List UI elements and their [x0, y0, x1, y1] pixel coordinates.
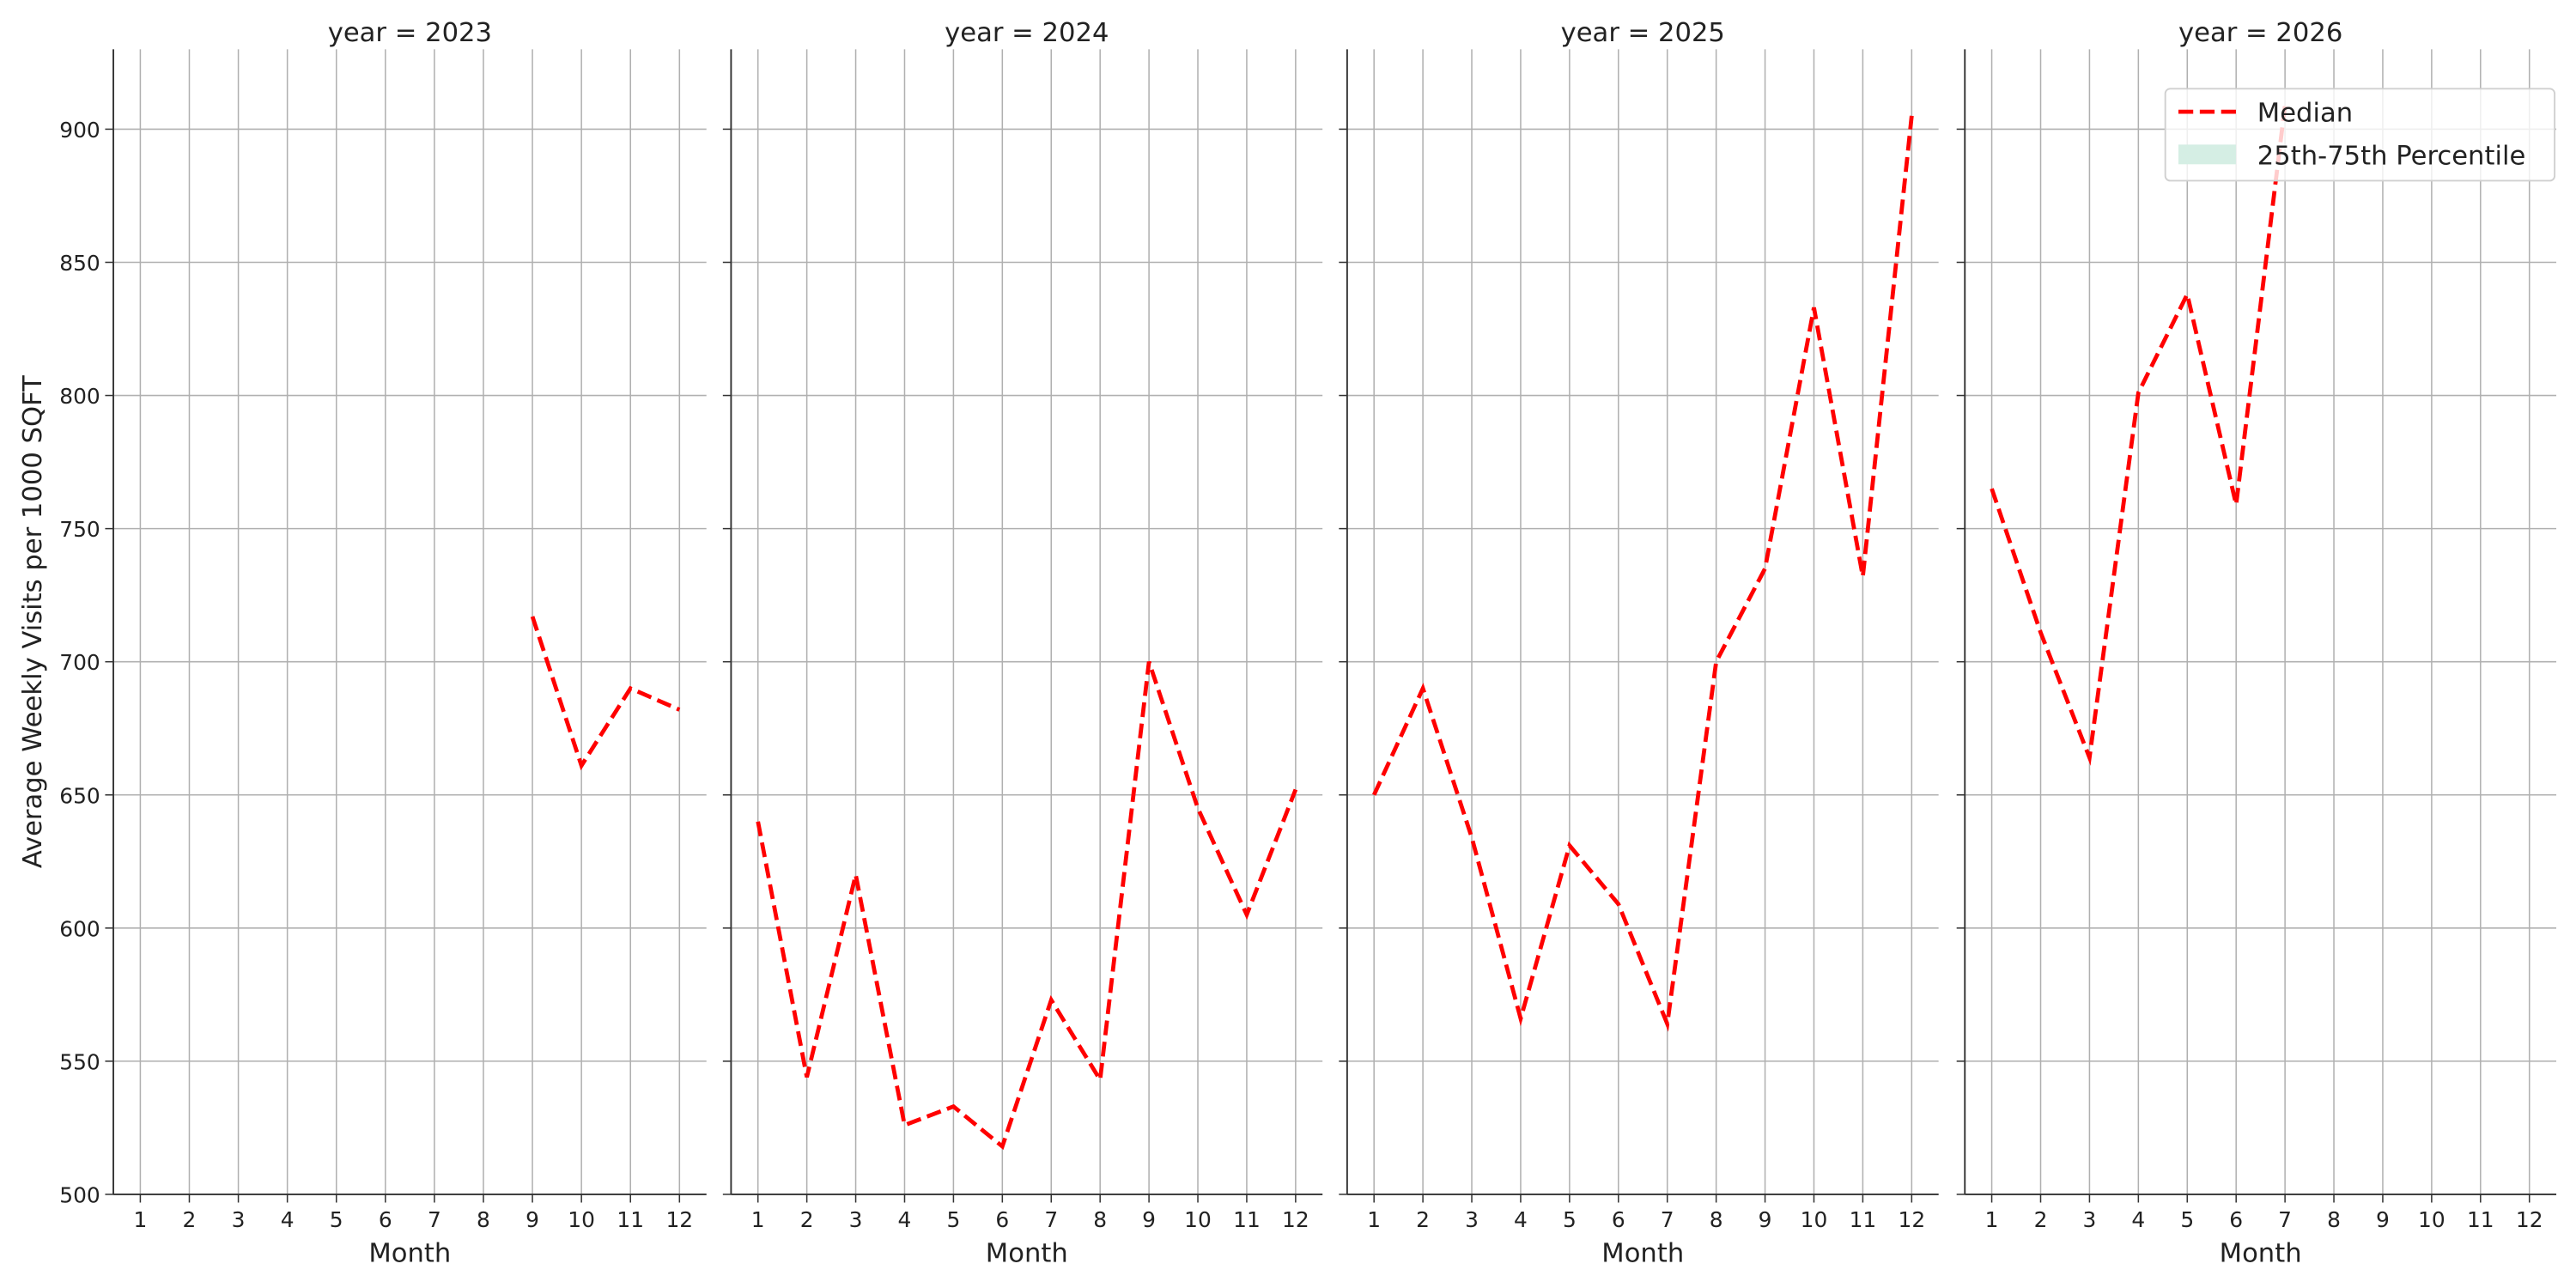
x-tick-label: 9: [2376, 1207, 2390, 1232]
x-axis-label: Month: [986, 1238, 1068, 1268]
x-axis-label: Month: [2220, 1238, 2302, 1268]
x-tick-label: 5: [1563, 1207, 1577, 1232]
x-tick-label: 5: [2180, 1207, 2194, 1232]
x-tick-label: 11: [2467, 1207, 2494, 1232]
x-tick-label: 5: [330, 1207, 343, 1232]
panel-title: year = 2023: [328, 18, 492, 48]
median-line: [530, 616, 681, 771]
x-tick-label: 12: [2516, 1207, 2543, 1232]
panel-title: year = 2024: [945, 18, 1109, 48]
x-tick-label: 7: [428, 1207, 441, 1232]
x-tick-label: 1: [751, 1207, 765, 1232]
x-tick-label: 2: [2034, 1207, 2048, 1232]
x-tick-label: 10: [1801, 1207, 1828, 1232]
x-tick-label: 4: [1514, 1207, 1528, 1232]
x-tick-label: 3: [849, 1207, 863, 1232]
y-tick-label: 600: [59, 916, 100, 941]
x-tick-label: 11: [617, 1207, 644, 1232]
x-axis-label: Month: [1601, 1238, 1684, 1268]
x-tick-label: 4: [281, 1207, 295, 1232]
y-axis-label: Average Weekly Visits per 1000 SQFT: [18, 375, 48, 868]
legend-box: [2164, 88, 2556, 182]
x-tick-label: 6: [995, 1207, 1009, 1232]
x-axis-label: Month: [368, 1238, 451, 1268]
legend-swatch: [2178, 144, 2236, 165]
panel-title: year = 2025: [1561, 18, 1725, 48]
x-tick-label: 4: [898, 1207, 912, 1232]
x-tick-label: 7: [1661, 1207, 1674, 1232]
y-tick-label: 850: [59, 251, 100, 276]
x-tick-label: 6: [379, 1207, 392, 1232]
y-tick-label: 800: [59, 384, 100, 409]
median-line: [1372, 115, 1914, 1032]
x-tick-label: 12: [1899, 1207, 1926, 1232]
x-tick-label: 4: [2131, 1207, 2145, 1232]
x-tick-label: 12: [1282, 1207, 1309, 1232]
x-tick-label: 1: [1985, 1207, 1999, 1232]
x-tick-label: 3: [232, 1207, 246, 1232]
x-tick-label: 6: [2229, 1207, 2243, 1232]
x-tick-label: 11: [1850, 1207, 1877, 1232]
median-line: [756, 660, 1298, 1151]
median-line: [1990, 105, 2287, 766]
y-tick-label: 650: [59, 783, 100, 808]
x-tick-label: 5: [946, 1207, 960, 1232]
x-tick-label: 2: [800, 1207, 814, 1232]
x-tick-label: 2: [183, 1207, 197, 1232]
legend: Median 25th-75th Percentile: [2164, 88, 2556, 182]
y-tick-label: 750: [59, 517, 100, 542]
x-tick-label: 9: [1759, 1207, 1772, 1232]
x-tick-label: 10: [2418, 1207, 2445, 1232]
x-tick-label: 1: [1367, 1207, 1381, 1232]
x-tick-label: 11: [1233, 1207, 1261, 1232]
panel-title: year = 2026: [2178, 18, 2342, 48]
y-tick-label: 500: [59, 1183, 100, 1208]
x-tick-label: 3: [2083, 1207, 2097, 1232]
x-tick-label: 8: [1710, 1207, 1723, 1232]
x-tick-label: 9: [1142, 1207, 1156, 1232]
x-tick-label: 2: [1416, 1207, 1430, 1232]
x-tick-label: 6: [1612, 1207, 1625, 1232]
x-tick-label: 7: [2278, 1207, 2292, 1232]
y-tick-label: 550: [59, 1049, 100, 1074]
x-tick-label: 8: [477, 1207, 490, 1232]
x-tick-label: 8: [1093, 1207, 1107, 1232]
x-tick-label: 9: [526, 1207, 539, 1232]
x-tick-label: 7: [1044, 1207, 1058, 1232]
y-tick-label: 900: [59, 118, 100, 143]
legend-label: Median: [2257, 99, 2353, 129]
x-tick-label: 1: [133, 1207, 147, 1232]
x-tick-label: 10: [568, 1207, 595, 1232]
x-tick-label: 3: [1465, 1207, 1479, 1232]
legend-label: 25th-75th Percentile: [2257, 141, 2526, 171]
y-tick-label: 700: [59, 650, 100, 675]
x-tick-label: 8: [2327, 1207, 2341, 1232]
x-tick-label: 10: [1184, 1207, 1212, 1232]
x-tick-label: 12: [665, 1207, 693, 1232]
